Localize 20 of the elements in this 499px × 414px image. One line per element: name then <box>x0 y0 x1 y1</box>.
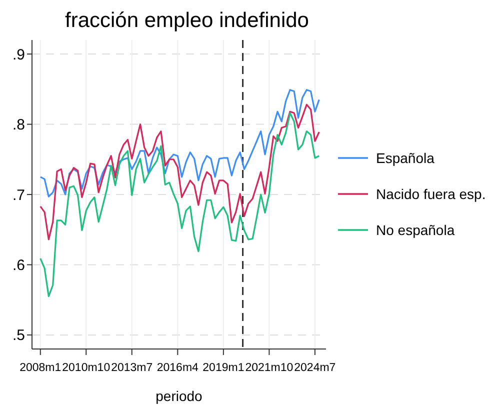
x-tick-label: 2013m7 <box>111 362 153 374</box>
y-tick-label: .7 <box>12 186 25 204</box>
x-tick-label: 2010m10 <box>62 362 110 374</box>
y-tick-label: .6 <box>12 256 25 274</box>
x-tick-label: 2016m4 <box>156 362 200 374</box>
x-tick-label: 2019m1 <box>202 362 244 374</box>
y-tick-label: .5 <box>12 327 25 344</box>
line-series <box>40 89 320 198</box>
legend-label: No española <box>376 222 455 238</box>
y-tick-label: .8 <box>12 116 25 134</box>
line-series <box>40 112 320 298</box>
legend-label: Española <box>376 150 435 166</box>
line-series <box>40 104 320 240</box>
legend-label: Nacido fuera esp. <box>376 186 486 202</box>
x-tick-label: 2008m1 <box>20 362 62 374</box>
x-tick-label: 2021m10 <box>245 362 294 374</box>
x-axis-title: periodo <box>156 388 203 404</box>
x-tick-label: 2024m7 <box>294 362 336 374</box>
chart-title: fracción empleo indefinido <box>65 9 309 32</box>
y-tick-label: .9 <box>12 46 25 64</box>
